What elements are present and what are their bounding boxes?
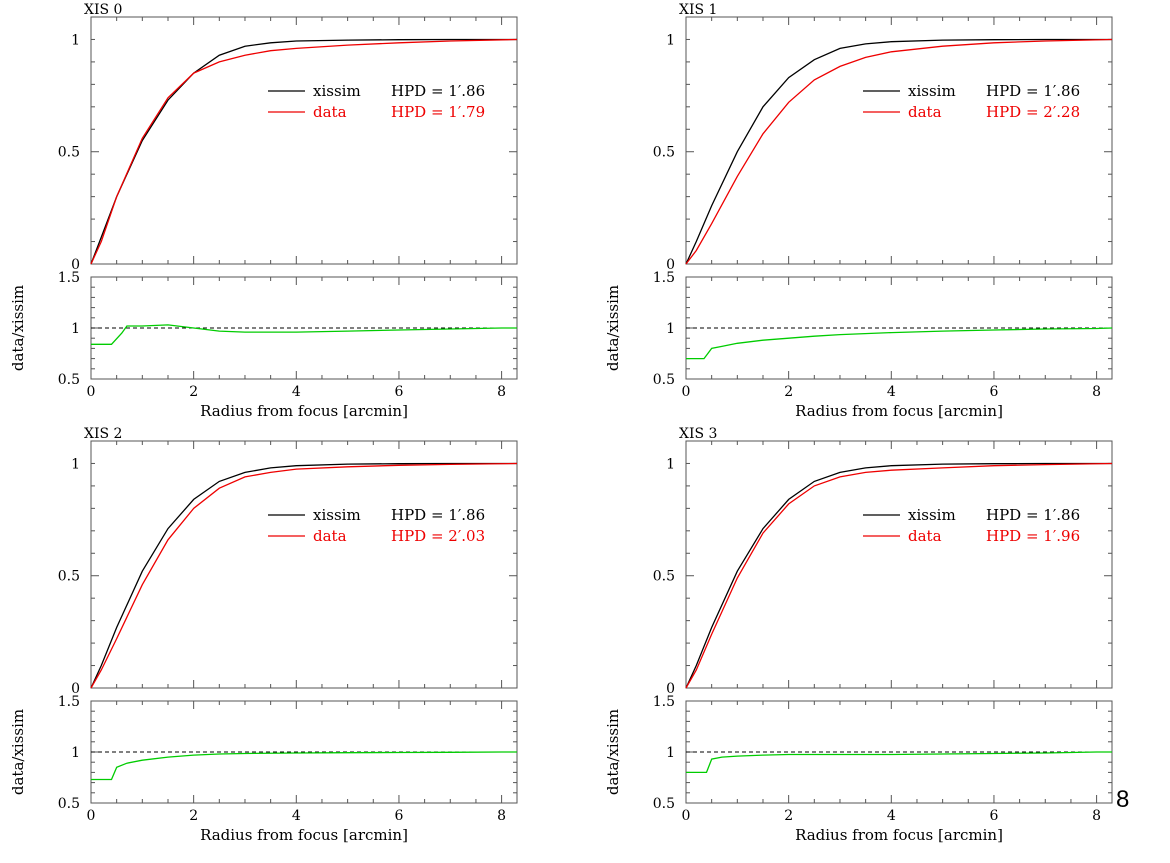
panel-title: XIS 2 [84,426,122,442]
x-tick-label: 2 [784,384,793,400]
panel-title: XIS 3 [679,426,717,442]
y-tick-label: 1 [71,32,80,48]
upper-frame [90,16,518,265]
ratio-y-tick-label: 1 [666,321,675,337]
ratio-y-tick-label: 1.5 [58,270,80,286]
y-tick-label: 1 [71,456,80,472]
x-tick-label: 2 [189,808,198,824]
y-tick-label: 0.5 [58,569,80,585]
legend-label: xissim [908,506,956,524]
series-xissim-line [685,38,1112,265]
x-tick-label: 4 [292,808,301,824]
series-data-line [90,462,518,689]
series-data-line [685,462,1113,689]
y-tick-label: 0.5 [58,145,80,161]
panel-2: XIS 1 0 2 4 6 8 Radius from focus [arcmin] 0 0.5… [604,2,1113,420]
x-axis-label: Radius from focus [arcmin] [200,402,408,420]
legend-hpd: HPD = 1′.86 [391,82,485,100]
panel-1: XIS 0 0 2 4 6 8 Radius from focus [arcmin] 0 0.5… [9,2,518,420]
legend-hpd: HPD = 1′.86 [986,82,1080,100]
legend-hpd: HPD = 1′.96 [986,527,1080,545]
x-tick-label: 8 [497,808,506,824]
ratio-y-tick-label: 1 [71,321,80,337]
x-tick-label: 0 [87,808,96,824]
panel-title: XIS 0 [84,2,122,18]
x-axis-label: Radius from focus [arcmin] [795,402,1003,420]
ratio-line [91,324,517,345]
legend-hpd: HPD = 2′.03 [391,527,485,545]
x-tick-label: 2 [784,808,793,824]
y-tick-label: 0.5 [653,145,675,161]
ratio-y-tick-label: 1.5 [653,694,675,710]
x-axis-label: Radius from focus [arcmin] [200,826,408,844]
legend-hpd: HPD = 1′.86 [391,506,485,524]
x-tick-label: 4 [292,384,301,400]
x-tick-label: 6 [989,384,998,400]
x-tick-label: 8 [1092,384,1101,400]
legend-hpd: HPD = 1′.79 [391,103,485,121]
ratio-line [686,751,1112,774]
panel-4: XIS 3 0 2 4 6 8 Radius from focus [arcmin] 0 0.5… [604,426,1113,844]
ratio-y-axis-label: data/xissim [9,709,27,795]
y-tick-label: 0 [666,681,675,697]
panel-3: XIS 2 0 2 4 6 8 Radius from focus [arcmin] 0 0.5… [9,426,518,844]
upper-frame [685,440,1113,689]
x-tick-label: 6 [394,384,403,400]
legend-hpd: HPD = 2′.28 [986,103,1080,121]
y-tick-label: 0 [666,257,675,273]
x-tick-label: 6 [394,808,403,824]
legend-label: xissim [313,506,361,524]
legend-label: data [908,103,942,121]
legend-label: data [313,527,347,545]
ratio-y-tick-label: 1.5 [58,694,80,710]
ratio-y-tick-label: 1 [666,745,675,761]
legend-hpd: HPD = 1′.86 [986,506,1080,524]
ratio-y-tick-label: 0.5 [653,796,675,812]
upper-frame [90,440,518,689]
x-tick-label: 4 [887,808,896,824]
ratio-y-axis-label: data/xissim [604,709,622,795]
upper-frame [685,16,1113,265]
y-tick-label: 0 [71,681,80,697]
ratio-line [91,751,517,781]
series-xissim-line [90,462,517,689]
x-tick-label: 0 [682,808,691,824]
y-tick-label: 0 [71,257,80,273]
series-xissim-line [685,462,1112,689]
x-tick-label: 2 [189,384,198,400]
x-axis-label: Radius from focus [arcmin] [795,826,1003,844]
ratio-y-tick-label: 1.5 [653,270,675,286]
ratio-y-tick-label: 1 [71,745,80,761]
y-tick-label: 1 [666,456,675,472]
y-tick-label: 1 [666,32,675,48]
x-tick-label: 6 [989,808,998,824]
page-number: 8 [1116,786,1130,813]
x-tick-label: 8 [1092,808,1101,824]
ratio-y-tick-label: 0.5 [58,372,80,388]
x-tick-label: 0 [682,384,691,400]
ratio-y-tick-label: 0.5 [58,796,80,812]
ratio-line [686,327,1113,360]
x-tick-label: 8 [497,384,506,400]
legend-label: xissim [313,82,361,100]
legend-label: data [313,103,347,121]
x-tick-label: 4 [887,384,896,400]
legend-label: data [908,527,942,545]
ratio-y-axis-label: data/xissim [9,285,27,371]
ratio-y-axis-label: data/xissim [604,285,622,371]
panel-title: XIS 1 [679,2,717,18]
x-tick-label: 0 [87,384,96,400]
series-data-line [90,38,518,265]
series-xissim-line [90,38,517,265]
ratio-y-tick-label: 0.5 [653,372,675,388]
legend-label: xissim [908,82,956,100]
y-tick-label: 0.5 [653,569,675,585]
series-data-line [685,38,1113,265]
